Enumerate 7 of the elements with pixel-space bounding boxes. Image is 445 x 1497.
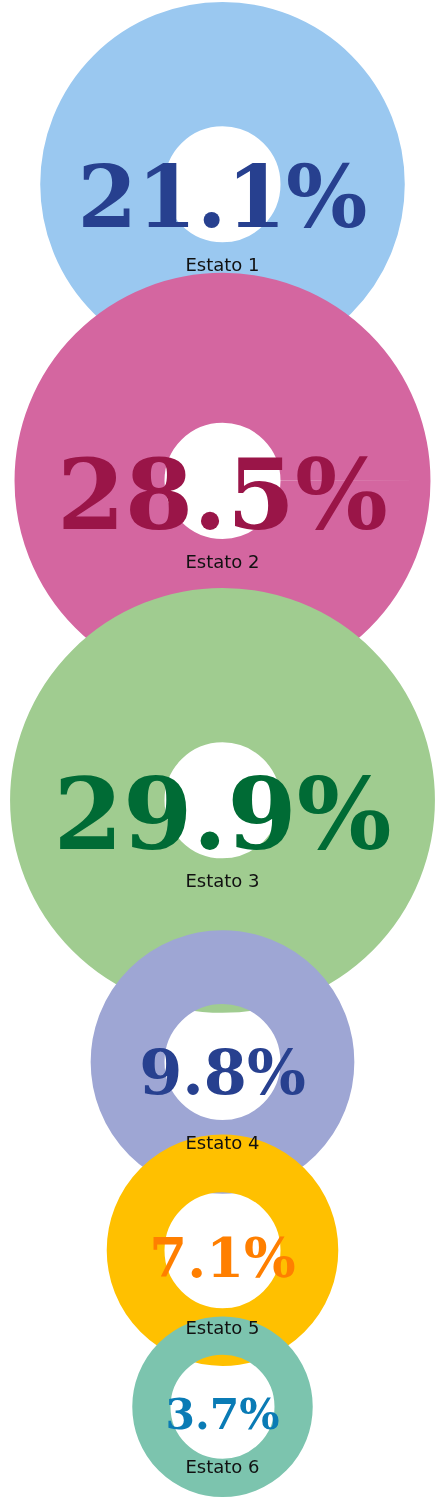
category-label: Estato 5 <box>185 1316 260 1338</box>
category-label: Estato 1 <box>185 254 260 276</box>
category-label: Estato 3 <box>185 870 260 892</box>
category-label: Estato 6 <box>185 1456 260 1478</box>
data-label: 9.8% <box>139 1035 306 1109</box>
data-label: 3.7% <box>165 1388 280 1439</box>
category-label: Estato 2 <box>185 550 260 572</box>
